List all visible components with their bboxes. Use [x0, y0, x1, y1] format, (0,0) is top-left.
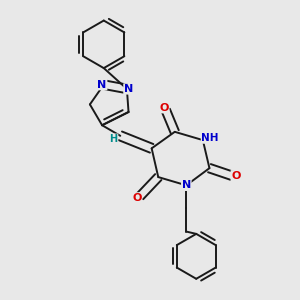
Text: O: O — [132, 193, 142, 203]
Text: NH: NH — [201, 133, 219, 143]
Text: O: O — [231, 171, 241, 181]
Text: N: N — [124, 84, 133, 94]
Text: N: N — [98, 80, 107, 90]
Text: O: O — [160, 103, 169, 113]
Text: N: N — [182, 180, 191, 190]
Text: H: H — [110, 134, 118, 144]
